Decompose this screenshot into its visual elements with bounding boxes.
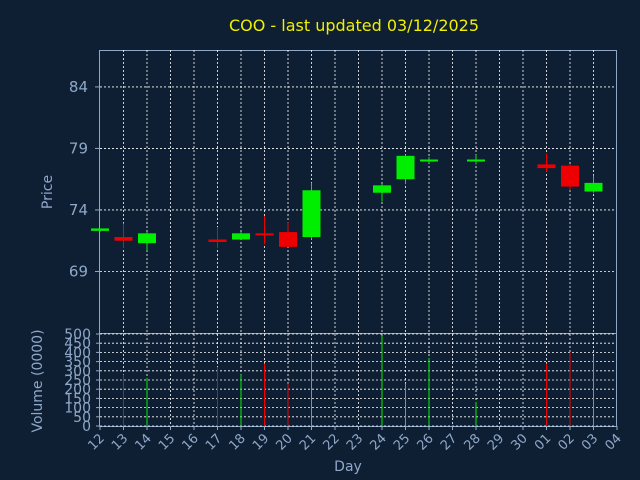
candle-body <box>279 232 297 247</box>
x-tick-label: 03 <box>579 431 601 453</box>
price-tick-label: 79 <box>69 139 88 157</box>
volume-tick-label: 300 <box>64 364 91 380</box>
candle-body <box>255 233 274 236</box>
candle-body <box>467 159 485 162</box>
x-tick-label: 04 <box>603 431 625 453</box>
volume-bars <box>123 335 594 426</box>
candle-body <box>138 233 156 244</box>
x-tick-label: 29 <box>485 431 507 453</box>
x-tick-label: 25 <box>391 431 413 453</box>
x-tick-label: 15 <box>156 431 178 453</box>
x-tick-label: 23 <box>344 431 366 453</box>
candle-body <box>302 190 321 238</box>
x-tick-label: 24 <box>368 431 390 453</box>
x-tick-label: 02 <box>556 431 578 453</box>
candle-body <box>584 182 603 192</box>
candles <box>91 153 603 251</box>
price-tick-label: 84 <box>69 78 88 96</box>
x-tick-label: 13 <box>109 431 131 453</box>
candle-body <box>561 165 579 187</box>
x-tick-label: 20 <box>274 431 296 453</box>
x-axis-label: Day <box>334 459 362 475</box>
price-grid <box>100 50 616 333</box>
x-tick-label: 28 <box>462 431 484 453</box>
x-tick-label: 19 <box>250 431 272 453</box>
volume-tick-label: 50 <box>73 410 91 426</box>
x-tick-label: 27 <box>438 431 460 453</box>
price-tick-label: 69 <box>69 262 88 280</box>
price-panel: 69 74 79 84 Price <box>40 50 617 334</box>
volume-tick-label: 500 <box>64 327 91 343</box>
candle-body <box>537 164 556 169</box>
volume-tick-label: 0 <box>82 419 91 435</box>
x-tick-label: 17 <box>203 431 225 453</box>
candle-body <box>208 239 227 242</box>
price-plot-frame <box>99 50 617 334</box>
x-tick-label: 16 <box>180 431 202 453</box>
volume-tick-label: 400 <box>64 345 91 361</box>
volume-tick-label: 350 <box>64 355 91 371</box>
candle-body <box>373 185 391 193</box>
x-tick-label: 01 <box>532 431 554 453</box>
candle-body <box>396 155 415 180</box>
x-tick-labels: 12 13 14 15 16 17 18 19 20 21 22 23 24 25 26 27 28 29 30 01… <box>86 426 625 454</box>
volume-tick-label: 200 <box>64 382 91 398</box>
x-tick-label: 22 <box>321 431 343 453</box>
x-tick-label: 18 <box>227 431 249 453</box>
price-y-ticks: 69 74 79 84 <box>69 78 100 280</box>
candle-body <box>420 159 438 162</box>
volume-tick-label: 150 <box>64 391 91 407</box>
volume-tick-label: 100 <box>64 401 91 417</box>
price-tick-label: 74 <box>69 201 88 219</box>
chart-title: COO - last updated 03/12/2025 <box>229 16 479 35</box>
x-tick-label: 14 <box>133 431 155 453</box>
volume-grid <box>100 333 616 427</box>
x-tick-label: 26 <box>415 431 437 453</box>
x-tick-label: 21 <box>297 431 319 453</box>
volume-tick-label: 250 <box>64 373 91 389</box>
candle-body <box>114 237 133 241</box>
volume-axis-label: Volume (0000) <box>30 329 46 432</box>
candle-body <box>91 228 109 231</box>
x-tick-label: 30 <box>509 431 531 453</box>
candle-body <box>232 233 250 240</box>
price-axis-label: Price <box>40 175 56 209</box>
volume-tick-label: 450 <box>64 336 91 352</box>
